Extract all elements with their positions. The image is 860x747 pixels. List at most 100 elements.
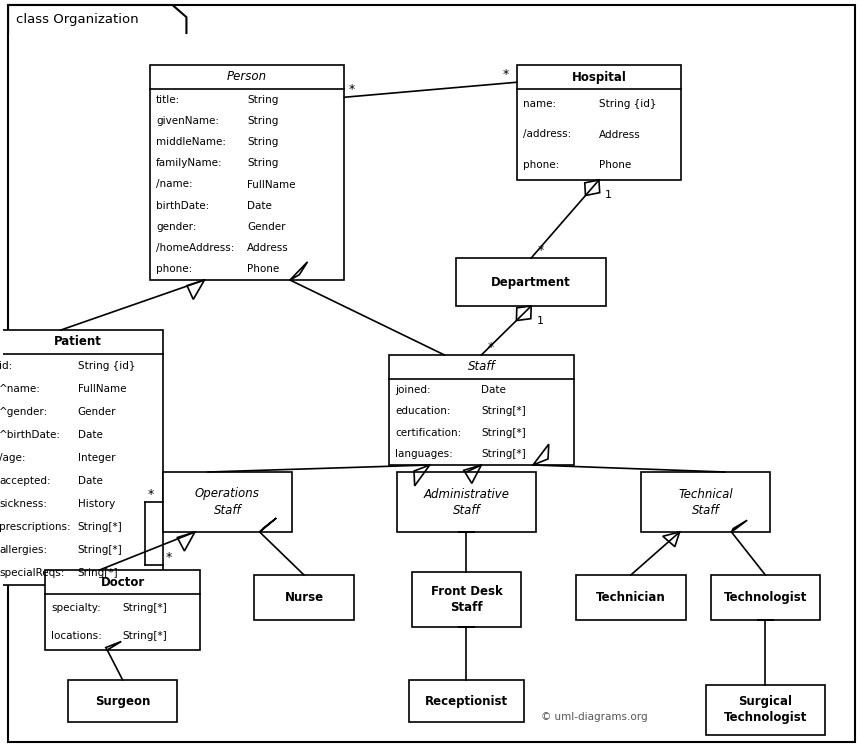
Text: title:: title: (156, 95, 181, 105)
Text: ^name:: ^name: (0, 384, 41, 394)
Text: *: * (148, 488, 154, 501)
Text: Technologist: Technologist (723, 591, 807, 604)
FancyBboxPatch shape (409, 680, 524, 722)
Text: Gender: Gender (247, 222, 286, 232)
FancyBboxPatch shape (396, 472, 536, 532)
Text: String {id}: String {id} (77, 361, 135, 371)
Text: Date: Date (77, 430, 102, 440)
Text: String[*]: String[*] (482, 449, 526, 459)
Text: givenName:: givenName: (156, 116, 219, 125)
Text: Department: Department (491, 276, 571, 288)
Text: /age:: /age: (0, 453, 26, 463)
Text: String: String (247, 137, 279, 147)
Text: locations:: locations: (52, 631, 102, 641)
Text: Patient: Patient (54, 335, 101, 349)
Text: /name:: /name: (156, 179, 193, 190)
Text: *: * (348, 83, 354, 96)
Text: ^gender:: ^gender: (0, 407, 48, 417)
Text: education:: education: (396, 406, 451, 416)
Text: specialReqs:: specialReqs: (0, 568, 64, 578)
Polygon shape (8, 5, 187, 33)
Text: ^birthDate:: ^birthDate: (0, 430, 61, 440)
Text: /address:: /address: (523, 129, 571, 140)
Text: String: String (247, 95, 279, 105)
Text: Hospital: Hospital (572, 70, 626, 84)
Text: Phone: Phone (247, 264, 280, 274)
FancyBboxPatch shape (517, 65, 681, 180)
Text: String[*]: String[*] (77, 545, 123, 555)
Text: Staff: Staff (468, 361, 495, 374)
Text: Doctor: Doctor (101, 575, 144, 589)
Text: prescriptions:: prescriptions: (0, 522, 71, 533)
Text: Address: Address (247, 244, 289, 253)
Text: String[*]: String[*] (77, 522, 123, 533)
FancyBboxPatch shape (0, 330, 163, 585)
FancyBboxPatch shape (641, 472, 771, 532)
Text: 1: 1 (605, 190, 612, 200)
Text: FullName: FullName (247, 179, 296, 190)
Text: phone:: phone: (156, 264, 193, 274)
Text: String[*]: String[*] (482, 428, 526, 438)
Text: Date: Date (482, 385, 507, 394)
FancyBboxPatch shape (710, 575, 820, 620)
Text: Surgical
Technologist: Surgical Technologist (723, 695, 807, 725)
Text: String {id}: String {id} (599, 99, 656, 109)
Text: © uml-diagrams.org: © uml-diagrams.org (541, 712, 648, 722)
Text: String: String (247, 158, 279, 168)
Text: Sring[*]: Sring[*] (77, 568, 119, 578)
Text: middleName:: middleName: (156, 137, 226, 147)
FancyBboxPatch shape (46, 570, 200, 650)
Text: String[*]: String[*] (482, 406, 526, 416)
Text: Date: Date (247, 201, 272, 211)
Text: gender:: gender: (156, 222, 197, 232)
Text: Technical
Staff: Technical Staff (679, 488, 733, 516)
Text: Administrative
Staff: Administrative Staff (423, 488, 509, 516)
Text: History: History (77, 499, 115, 509)
Text: Person: Person (227, 70, 267, 84)
Text: certification:: certification: (396, 428, 462, 438)
Text: String[*]: String[*] (123, 603, 168, 613)
Text: Surgeon: Surgeon (95, 695, 150, 707)
Text: id:: id: (0, 361, 12, 371)
Text: Gender: Gender (77, 407, 116, 417)
FancyBboxPatch shape (390, 355, 574, 465)
FancyBboxPatch shape (412, 572, 521, 627)
Text: Front Desk
Staff: Front Desk Staff (431, 585, 502, 614)
Text: *: * (488, 341, 494, 354)
Text: Technician: Technician (596, 591, 666, 604)
Text: joined:: joined: (396, 385, 431, 394)
Text: Address: Address (599, 129, 641, 140)
FancyBboxPatch shape (457, 258, 606, 306)
Text: name:: name: (523, 99, 556, 109)
FancyBboxPatch shape (163, 472, 292, 532)
Text: class Organization: class Organization (16, 13, 138, 25)
Text: specialty:: specialty: (52, 603, 101, 613)
Text: 1: 1 (538, 316, 544, 326)
Text: *: * (538, 244, 544, 257)
Text: sickness:: sickness: (0, 499, 47, 509)
Text: *: * (503, 68, 509, 81)
Text: FullName: FullName (77, 384, 126, 394)
Text: String: String (247, 116, 279, 125)
Text: Date: Date (77, 476, 102, 486)
FancyBboxPatch shape (150, 65, 344, 280)
Text: Integer: Integer (77, 453, 115, 463)
Text: String[*]: String[*] (123, 631, 168, 641)
Text: /homeAddress:: /homeAddress: (156, 244, 235, 253)
FancyBboxPatch shape (255, 575, 353, 620)
Text: familyName:: familyName: (156, 158, 223, 168)
Text: birthDate:: birthDate: (156, 201, 209, 211)
FancyBboxPatch shape (8, 5, 855, 742)
Text: Phone: Phone (599, 160, 631, 170)
FancyBboxPatch shape (68, 680, 177, 722)
FancyBboxPatch shape (576, 575, 685, 620)
Text: allergies:: allergies: (0, 545, 47, 555)
Text: phone:: phone: (523, 160, 559, 170)
Text: Receptionist: Receptionist (425, 695, 508, 707)
Text: languages:: languages: (396, 449, 453, 459)
Text: Operations
Staff: Operations Staff (195, 488, 260, 516)
Text: accepted:: accepted: (0, 476, 51, 486)
FancyBboxPatch shape (705, 685, 825, 735)
Text: Nurse: Nurse (285, 591, 323, 604)
Text: *: * (165, 551, 172, 563)
